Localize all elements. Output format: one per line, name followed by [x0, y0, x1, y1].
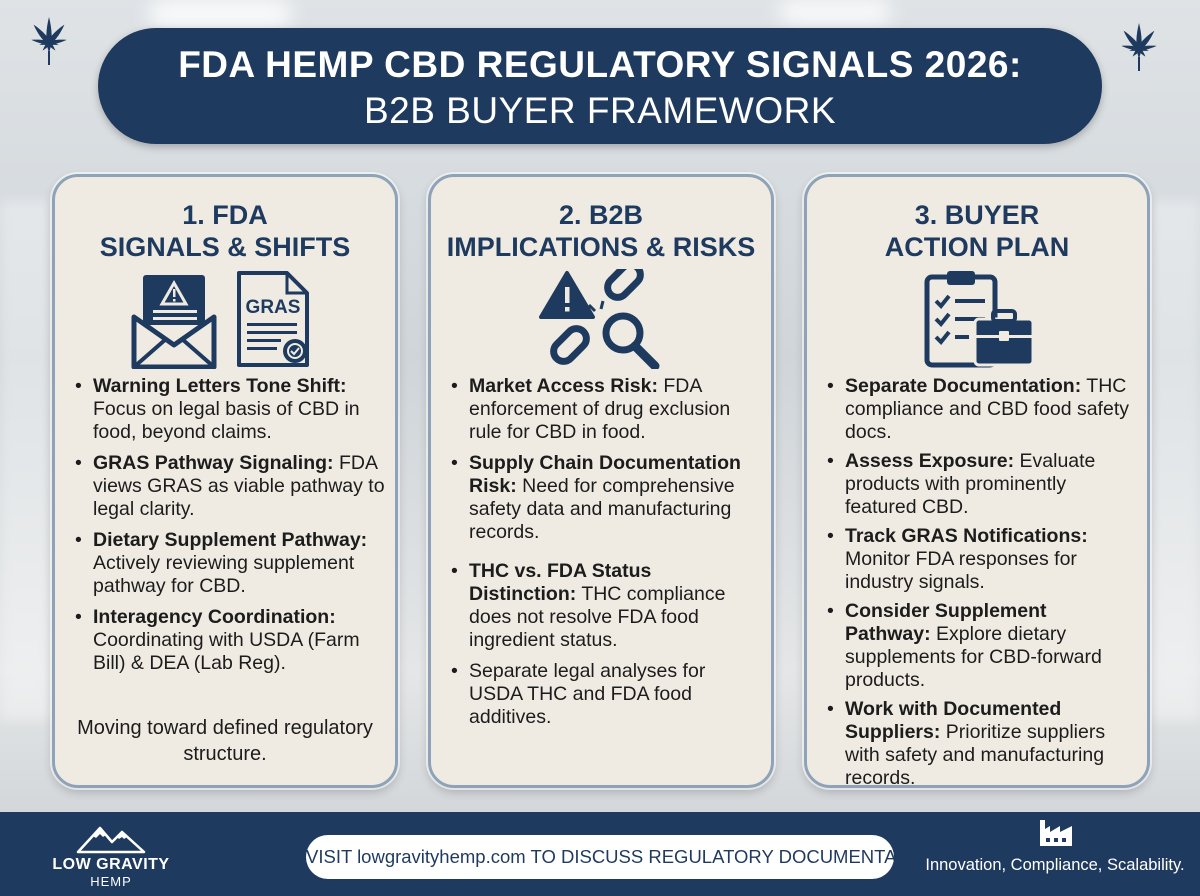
list-item: Warning Letters Tone Shift: Focus on leg…	[73, 375, 385, 444]
list-item: Supply Chain Documentation Risk: Need fo…	[449, 452, 761, 544]
cannabis-leaf-icon	[31, 17, 67, 65]
cannabis-leaf-icon	[1121, 23, 1157, 71]
factory-icon	[1040, 820, 1072, 846]
logo-subtitle: HEMP	[90, 874, 132, 889]
panel-heading: 1. FDA SIGNALS & SHIFTS	[99, 200, 351, 262]
list-item: Market Access Risk: FDA enforcement of d…	[449, 375, 761, 444]
title-banner: FDA HEMP CBD REGULATORY SIGNALS 2026: B2…	[98, 28, 1102, 144]
visit-website-cta[interactable]: VISIT lowgravityhemp.com TO DISCUSS REGU…	[306, 835, 939, 879]
title-line-2: B2B BUYER FRAMEWORK	[363, 90, 837, 131]
bullet-list: Warning Letters Tone Shift: Focus on leg…	[73, 375, 385, 683]
panel-icon	[807, 269, 1147, 368]
ceiling-light	[150, 0, 290, 28]
list-item: THC vs. FDA Status Distinction: THC comp…	[449, 560, 761, 652]
panel-heading: 2. B2B IMPLICATIONS & RISKS	[446, 200, 756, 262]
warning-envelope-icon	[131, 275, 217, 369]
mountain-logo-icon	[76, 826, 146, 854]
list-item: Dietary Supplement Pathway: Actively rev…	[73, 529, 385, 598]
panel-icon	[431, 269, 771, 369]
list-item: Interagency Coordination: Coordinating w…	[73, 606, 385, 675]
logo-name: LOW GRAVITY	[52, 856, 170, 873]
clipboard-briefcase-icon	[924, 271, 1035, 368]
ceiling-light	[780, 0, 890, 24]
panel-buyer-action-plan: 3. BUYER ACTION PLAN Separate Documentat…	[804, 174, 1150, 789]
broken-chain-warning-magnifier-icon	[539, 269, 660, 369]
svg-text:GRAS: GRAS	[246, 297, 301, 318]
list-item: Separate Documentation: THC compliance a…	[825, 375, 1137, 444]
title-line-1: FDA HEMP CBD REGULATORY SIGNALS 2026:	[178, 44, 1022, 85]
panel-b2b-implications: 2. B2B IMPLICATIONS & RISKS Market Acces…	[428, 174, 774, 788]
list-item: Consider Supplement Pathway: Explore die…	[825, 600, 1137, 692]
list-item: Assess Exposure: Evaluate products with …	[825, 450, 1137, 519]
list-item: GRAS Pathway Signaling: FDA views GRAS a…	[73, 452, 385, 521]
panel-fda-signals: 1. FDA SIGNALS & SHIFTS GRAS Warnin	[52, 174, 398, 788]
background-shelf	[0, 200, 52, 720]
gras-certificate-icon: GRAS	[237, 271, 309, 367]
list-item: Separate legal analyses for USDA THC and…	[449, 660, 761, 729]
panel-closing-note: Moving toward defined regulatory structu…	[77, 717, 373, 765]
list-item: Track GRAS Notifications: Monitor FDA re…	[825, 525, 1137, 594]
bullet-list: Separate Documentation: THC compliance a…	[825, 375, 1137, 796]
background-shelf	[1150, 200, 1200, 720]
list-item: Work with Documented Suppliers: Prioriti…	[825, 698, 1137, 790]
panel-icon: GRAS	[55, 269, 395, 369]
bullet-list: Market Access Risk: FDA enforcement of d…	[449, 375, 761, 737]
tagline: Innovation, Compliance, Scalability.	[925, 856, 1185, 874]
panel-heading: 3. BUYER ACTION PLAN	[884, 200, 1070, 262]
